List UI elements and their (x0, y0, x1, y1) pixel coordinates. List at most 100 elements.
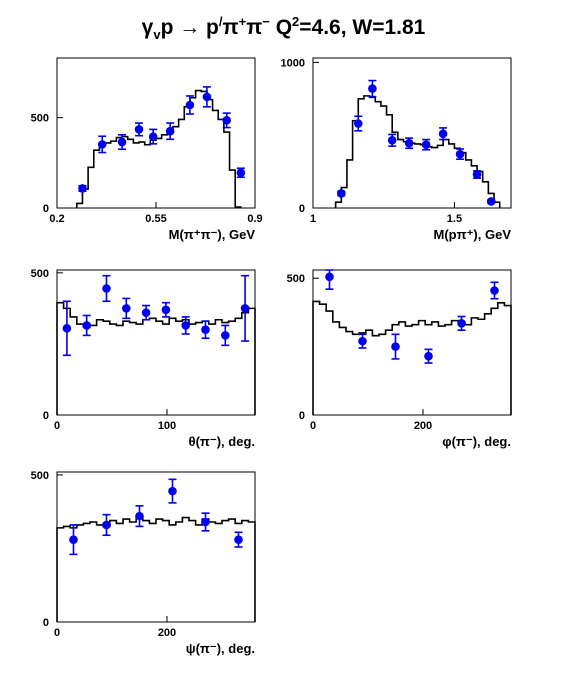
y-tick-label-psi-0: 0 (43, 617, 49, 629)
data-marker (353, 119, 363, 128)
data-marker (438, 129, 448, 139)
data-marker (122, 304, 131, 313)
data-point-mppi-1 (353, 115, 363, 132)
model-histogram-psi (56, 516, 256, 622)
frame-mppi (312, 57, 512, 209)
data-marker (368, 84, 377, 93)
frame-psi (56, 471, 256, 623)
data-marker (201, 325, 210, 335)
data-point-mpipi-1 (97, 135, 107, 154)
data-point-mpipi-7 (202, 86, 212, 108)
data-point-psi-3 (168, 478, 177, 504)
data-marker (336, 189, 346, 198)
panel-theta: 0 100 0 500 θ(π⁻), deg. (31, 268, 256, 449)
data-marker (421, 140, 431, 149)
data-marker (222, 116, 232, 125)
panel-phi: 0 200 0 500 φ(π⁻), deg. (287, 269, 512, 449)
data-point-mpipi-0 (78, 184, 87, 193)
x-axis-label-mppi: M(pπ⁺), GeV (434, 227, 512, 242)
data-point-theta-8 (221, 324, 230, 347)
data-marker (135, 511, 144, 521)
data-marker (62, 323, 72, 333)
data-point-theta-9 (240, 274, 250, 342)
data-point-mppi-5 (421, 138, 431, 151)
data-point-theta-4 (141, 304, 151, 321)
data-point-psi-1 (102, 513, 111, 537)
x-axis-label-phi: φ(π⁻), deg. (442, 434, 511, 449)
data-point-mppi-0 (336, 189, 346, 198)
data-marker (221, 331, 230, 340)
panel-psi: 0 200 0 500 ψ(π⁻), deg. (31, 470, 256, 656)
y-tick-label-theta-0: 0 (43, 410, 49, 422)
data-marker (490, 286, 499, 295)
data-point-phi-4 (457, 315, 466, 331)
x-axis-label-psi: ψ(π⁻), deg. (186, 641, 255, 656)
data-marker (148, 132, 158, 141)
x-axis-label-mpipi: M(π⁺π⁻), GeV (169, 227, 256, 242)
x-tick-label-psi-1: 200 (158, 627, 176, 639)
x-tick-label-mpipi-0: 0.2 (49, 213, 64, 225)
frame-phi (312, 269, 512, 416)
data-point-phi-3 (424, 348, 433, 364)
data-marker (117, 137, 127, 147)
data-point-phi-2 (391, 333, 400, 360)
data-point-mppi-7 (455, 148, 465, 161)
x-tick-label-psi-0: 0 (54, 627, 60, 639)
data-marker (404, 138, 414, 148)
data-point-mpipi-8 (222, 112, 232, 129)
data-point-mppi-3 (387, 133, 397, 147)
data-point-mppi-2 (368, 79, 377, 98)
data-marker (102, 520, 111, 530)
x-tick-label-mpipi-1: 0.55 (145, 213, 166, 225)
x-tick-label-theta-0: 0 (54, 420, 60, 432)
panel-mpipi: 0.2 0.55 0.9 0 500 M(π⁺π⁻), GeV (31, 57, 263, 242)
x-tick-label-phi-1: 200 (414, 420, 432, 432)
data-marker (202, 92, 212, 102)
data-point-theta-2 (102, 274, 111, 303)
y-tick-label-mppi-0: 0 (299, 203, 305, 215)
x-axis-label-theta: θ(π⁻), deg. (189, 434, 255, 449)
y-tick-label-theta-1: 500 (31, 268, 49, 280)
data-marker (97, 140, 107, 149)
data-point-mppi-8 (472, 170, 482, 179)
plot-title: γvp → p/π+π− Q2=4.6, W=1.81 (141, 14, 426, 43)
y-tick-label-phi-1: 500 (287, 273, 305, 285)
data-point-mpipi-3 (134, 122, 144, 137)
data-point-phi-0 (325, 269, 334, 290)
data-marker (358, 336, 367, 346)
y-tick-label-psi-1: 500 (31, 470, 49, 482)
data-point-mppi-9 (486, 197, 496, 206)
data-marker (391, 342, 400, 351)
x-tick-label-phi-0: 0 (310, 420, 316, 432)
data-point-theta-6 (181, 316, 190, 335)
data-point-psi-2 (135, 505, 144, 528)
data-marker (240, 304, 250, 313)
data-marker (424, 351, 433, 361)
data-marker (165, 126, 175, 136)
panel-mppi: 1 1.5 0 1000 M(pπ⁺), GeV (281, 57, 512, 242)
data-marker (201, 517, 210, 527)
data-point-theta-0 (62, 300, 72, 357)
data-point-mpipi-2 (117, 134, 127, 151)
data-point-mppi-4 (404, 137, 414, 150)
data-point-psi-0 (69, 524, 78, 556)
data-marker (134, 125, 144, 134)
y-tick-label-phi-0: 0 (299, 410, 305, 422)
model-histogram-mpipi (76, 89, 242, 208)
data-marker (82, 321, 91, 330)
data-point-mpipi-5 (165, 122, 175, 141)
data-marker (486, 197, 496, 206)
data-marker (102, 284, 111, 293)
data-point-psi-4 (201, 512, 210, 532)
data-point-theta-1 (82, 314, 91, 337)
data-marker (472, 170, 482, 179)
data-marker (78, 184, 87, 193)
data-point-mpipi-9 (236, 167, 246, 179)
data-marker (69, 535, 78, 544)
y-tick-label-mpipi-0: 0 (43, 203, 49, 215)
data-point-phi-5 (490, 281, 499, 300)
data-marker (161, 305, 171, 315)
data-point-theta-7 (201, 320, 210, 340)
data-point-phi-1 (358, 333, 367, 349)
